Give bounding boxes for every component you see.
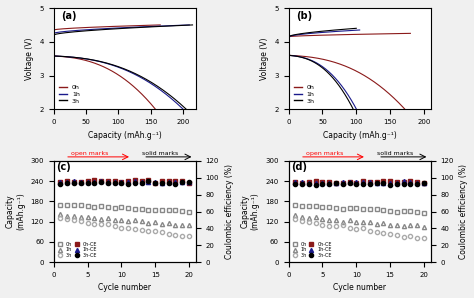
X-axis label: Capacity (mAh.g⁻¹): Capacity (mAh.g⁻¹) bbox=[323, 131, 397, 139]
Y-axis label: Coulombic efficiency (%): Coulombic efficiency (%) bbox=[459, 164, 468, 259]
Legend: 0h, 1h, 3h, 0h-CE, 1h-CE, 3h-CE: 0h, 1h, 3h, 0h-CE, 1h-CE, 3h-CE bbox=[291, 240, 334, 260]
Text: open marks: open marks bbox=[71, 151, 108, 156]
Legend: 0h, 1h, 3h: 0h, 1h, 3h bbox=[57, 83, 82, 106]
Legend: 0h, 1h, 3h: 0h, 1h, 3h bbox=[292, 83, 317, 106]
X-axis label: Capacity (mAh.g⁻¹): Capacity (mAh.g⁻¹) bbox=[88, 131, 162, 139]
Y-axis label: Voltage (V): Voltage (V) bbox=[260, 38, 269, 80]
X-axis label: Cycle number: Cycle number bbox=[333, 283, 386, 292]
Legend: 0h, 1h, 3h, 0h-CE, 1h-CE, 3h-CE: 0h, 1h, 3h, 0h-CE, 1h-CE, 3h-CE bbox=[56, 240, 99, 260]
Y-axis label: Coulombic efficiency (%): Coulombic efficiency (%) bbox=[225, 164, 234, 259]
Text: (a): (a) bbox=[61, 11, 76, 21]
Text: solid marks: solid marks bbox=[142, 151, 178, 156]
Text: open marks: open marks bbox=[306, 151, 343, 156]
Text: (c): (c) bbox=[56, 162, 71, 172]
Text: (d): (d) bbox=[292, 162, 308, 172]
Y-axis label: Capacity
(mAh.g⁻¹): Capacity (mAh.g⁻¹) bbox=[6, 193, 25, 230]
Y-axis label: Voltage (V): Voltage (V) bbox=[25, 38, 34, 80]
Y-axis label: Capacity
(mAh.g⁻¹): Capacity (mAh.g⁻¹) bbox=[240, 193, 260, 230]
X-axis label: Cycle number: Cycle number bbox=[98, 283, 151, 292]
Text: solid marks: solid marks bbox=[377, 151, 413, 156]
Text: (b): (b) bbox=[296, 11, 312, 21]
